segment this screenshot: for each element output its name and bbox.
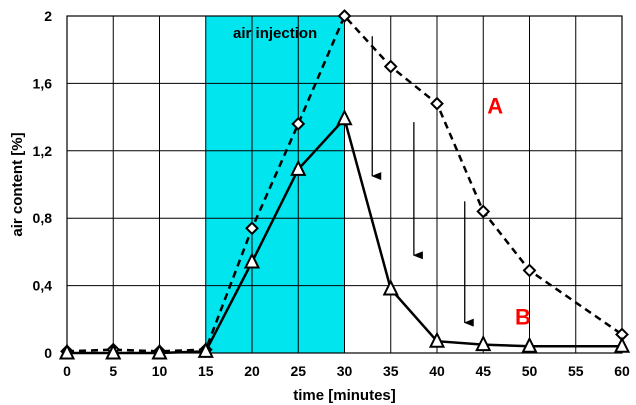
x-tick-label: 40 [429,363,445,379]
series-b-point [290,159,307,176]
series-b-point [58,343,76,360]
text-layer: air injection 0 5 10 15 20 25 30 35 40 45 50 55 60 0 0,… [9,8,630,404]
series-a-label: A [487,94,503,119]
x-tick-label: 60 [614,363,630,379]
series-a-point [476,204,491,219]
x-tick-label: 25 [290,363,306,379]
x-tick-label: 5 [109,363,117,379]
series-b-point [197,341,214,358]
x-tick-label: 15 [198,363,214,379]
y-tick-label: 0,8 [33,210,53,226]
series-b-point [521,336,538,353]
air-injection-band-layer [205,16,345,353]
y-tick-label: 0,4 [33,278,53,294]
series-b-label: B [515,304,531,329]
series-a-line [66,13,623,353]
x-tick-label: 0 [63,363,71,379]
y-tick-label: 1,6 [33,75,53,91]
y-tick-label: 1,2 [33,143,53,159]
series-layer [58,9,631,360]
x-tick-label: 30 [337,363,353,379]
series-a-point [337,9,352,23]
series-a-point [291,116,306,131]
x-axis-label: time [minutes] [293,387,396,404]
annotation-layer [371,36,474,327]
x-tick-label: 45 [475,363,491,379]
x-tick-label: 20 [244,363,260,379]
series-b-point [336,109,353,126]
series-b-point [613,336,631,353]
series-b-line [67,116,622,355]
x-tick-label: 50 [522,363,538,379]
series-b-point [243,252,261,269]
y-axis-label: air content [%] [9,132,26,236]
y-tick-label: 0 [44,345,52,361]
x-tick-label: 35 [383,363,399,379]
y-tick-label: 2 [44,8,52,24]
series-b-point [151,343,168,360]
series-a-point [430,96,444,111]
series-a-point [522,263,537,278]
series-b-point [105,343,122,360]
series-a-point [245,221,259,236]
series-b-point [475,334,492,352]
x-tick-label: 10 [152,363,168,379]
air-injection-label: air injection [233,25,317,42]
series-b-point [382,279,399,296]
air-injection-band [205,16,345,353]
series-a-point [383,59,398,74]
x-tick-label: 55 [568,363,584,379]
grid-layer [66,15,623,354]
series-b-point [428,331,446,348]
